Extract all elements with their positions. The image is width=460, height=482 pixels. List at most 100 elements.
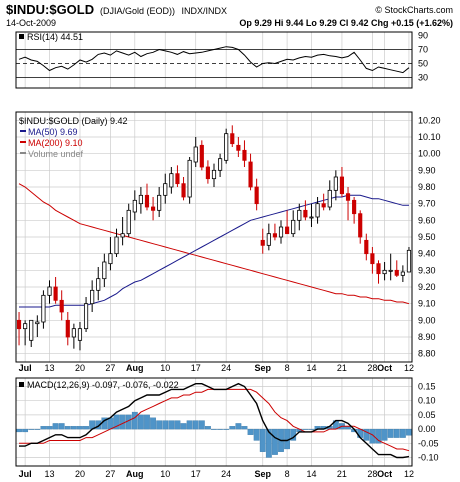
price-candle: [352, 197, 357, 224]
candle-body: [108, 253, 113, 265]
price-candle: [65, 312, 70, 346]
candle-body: [205, 166, 210, 180]
candle-body: [71, 328, 76, 338]
candle-body: [400, 271, 405, 276]
candle-body: [406, 249, 412, 273]
rsi-tick-label: 50: [418, 59, 428, 69]
candle-body: [285, 226, 290, 235]
x-tick-label: Aug: [126, 363, 144, 373]
price-candle: [327, 180, 332, 211]
candle-body: [65, 319, 70, 338]
x-tick-label: Sep: [254, 469, 271, 479]
candle-body: [358, 213, 363, 238]
price-candle: [59, 290, 64, 321]
macd-histogram-bar: [363, 428, 370, 441]
price-candle: [120, 217, 125, 246]
macd-histogram-bar: [144, 414, 150, 430]
price-candle: [96, 267, 101, 301]
candle-body: [83, 303, 89, 330]
price-candle: [102, 253, 107, 287]
price-tick-label: 10.00: [418, 149, 441, 159]
price-candle: [278, 220, 284, 244]
candle-body: [248, 161, 253, 188]
price-candle: [382, 262, 387, 281]
quote-line: Op 9.29 Hi 9.44 Lo 9.29 Cl 9.42 Chg +0.1…: [239, 18, 453, 28]
x-tick-label: 13: [44, 363, 54, 373]
candle-body: [138, 194, 143, 205]
macd-histogram-bar: [168, 420, 175, 430]
candle-body: [382, 269, 387, 275]
x-tick-label: 24: [221, 469, 231, 479]
price-candle: [71, 323, 76, 349]
candle-body: [16, 319, 22, 330]
macd-histogram-bar: [259, 428, 266, 452]
macd-histogram-bar: [40, 426, 47, 430]
price-tick-label: 8.80: [418, 349, 436, 359]
candle-body: [321, 203, 326, 208]
candle-body: [394, 269, 399, 276]
macd-signal-line: [19, 388, 410, 452]
macd-histogram-bar: [113, 414, 120, 430]
ma50-line: [19, 194, 409, 308]
macd-line: [19, 382, 410, 459]
macd-histogram-bar: [235, 423, 242, 430]
candle-body: [345, 193, 351, 201]
candle-body: [132, 199, 137, 213]
price-candle: [376, 260, 381, 284]
price-candle: [151, 197, 156, 221]
macd-legend: MACD(12,26,9) -0.097, -0.076, -0.022: [19, 380, 179, 390]
x-tick-label: 8: [285, 363, 290, 373]
x-tick-label: Jul: [19, 363, 32, 373]
macd-histogram-bar: [107, 417, 114, 430]
ma200-line: [18, 183, 410, 305]
candle-body: [266, 233, 271, 246]
price-tick-label: 9.40: [418, 249, 436, 259]
macd-histogram-bar: [70, 426, 77, 430]
macd-histogram-bar: [223, 428, 230, 430]
macd-histogram-bar: [302, 428, 309, 430]
price-candle: [175, 165, 180, 187]
price-tick-label: 10.20: [418, 115, 441, 125]
candle-body: [144, 194, 150, 208]
macd-histogram-bar: [46, 426, 53, 430]
price-candle: [242, 140, 247, 167]
candle-body: [199, 144, 204, 168]
price-candle: [199, 140, 204, 171]
price-candle: [400, 265, 405, 282]
macd-histogram-bar: [399, 428, 406, 438]
price-candle: [309, 203, 314, 227]
candle-body: [157, 194, 162, 211]
price-candle: [16, 312, 22, 346]
candle-body: [291, 219, 296, 235]
price-tick-label: 9.20: [418, 282, 436, 292]
price-candle: [254, 178, 259, 211]
macd-histogram-bar: [180, 423, 187, 430]
price-candle: [169, 167, 174, 194]
rsi-legend-swatch: [19, 34, 24, 39]
candle-body: [53, 286, 58, 301]
chart-name: (DJIA/Gold (EOD)): [100, 6, 175, 16]
x-axis: Jul Jul 13 13 20 20 27 27 Aug Aug 10 10 17 17 24 24 Sep S…: [19, 363, 414, 479]
x-tick-label: 14: [306, 363, 316, 373]
price-candle: [205, 160, 210, 184]
price-tick-label: 9.50: [418, 232, 436, 242]
legend-series-label: MA(50) 9.69: [28, 127, 78, 137]
candle-body: [333, 176, 338, 191]
price-candle: [114, 228, 119, 257]
candle-body: [297, 209, 302, 221]
price-candle: [315, 197, 320, 224]
candle-body: [77, 328, 83, 341]
macd-histogram-bar: [83, 426, 89, 430]
x-tick-label: 28: [367, 469, 377, 479]
price-candle: [187, 157, 192, 204]
macd-histogram-bar: [131, 411, 138, 430]
price-candle: [53, 277, 58, 304]
candle-body: [224, 133, 229, 161]
macd-histogram-bar: [375, 428, 382, 444]
macd-histogram-bar: [387, 428, 394, 438]
price-candle: [248, 153, 253, 191]
candle-body: [114, 236, 119, 255]
price-candle: [285, 210, 290, 235]
x-tick-label: Sep: [254, 363, 271, 373]
